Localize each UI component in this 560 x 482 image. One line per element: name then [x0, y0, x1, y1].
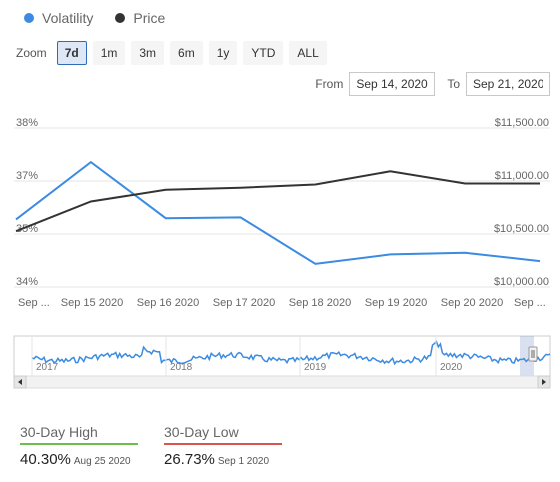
zoom-all-button[interactable]: ALL [289, 41, 327, 65]
main-chart: 38% 37% 35% 34% $11,500.00 $11,000.00 $10,500… [13, 117, 551, 389]
gridlines [14, 127, 550, 288]
chart-legend: Volatility Price [24, 10, 165, 26]
stat-30-day-low: 30-Day Low 26.73% Sep 1 2020 [164, 424, 282, 468]
x-tick-label: Sep ... [514, 297, 546, 309]
series-line-price [15, 170, 540, 233]
zoom-ytd-button[interactable]: YTD [243, 41, 284, 65]
x-tick-label: Sep 19 2020 [365, 297, 427, 309]
navigator[interactable]: 2017 2018 2019 2020 [13, 335, 551, 389]
left-y-axis: 38% 37% 35% 34% [16, 117, 38, 288]
x-tick-label: Sep ... [18, 297, 50, 309]
right-y-axis: $11,500.00 $11,000.00 $10,500.00 $10,000.00 [494, 117, 549, 288]
navigator-selection[interactable] [520, 336, 534, 376]
y-left-tick-label: 38% [16, 117, 38, 129]
stat-low-value-row: 26.73% Sep 1 2020 [164, 451, 282, 468]
stat-high-value: 40.30% [20, 451, 71, 468]
navigator-handle[interactable] [528, 346, 538, 362]
stat-high-label: 30-Day High [20, 424, 138, 445]
navigator-year-label: 2018 [170, 362, 193, 373]
x-axis: Sep ... Sep 15 2020 Sep 16 2020 Sep 17 2020… [18, 297, 546, 309]
x-tick-label: Sep 18 2020 [289, 297, 351, 309]
stat-low-date: Sep 1 2020 [217, 456, 270, 467]
navigator-year-label: 2017 [36, 362, 59, 373]
series-lines [15, 160, 541, 265]
stat-high-value-row: 40.30% Aug 25 2020 [20, 451, 138, 468]
y-right-tick-label: $10,000.00 [494, 276, 549, 288]
to-date-input[interactable] [466, 72, 550, 96]
legend-label-volatility: Volatility [42, 10, 94, 26]
y-left-tick-label: 37% [16, 170, 38, 182]
stat-30-day-high: 30-Day High 40.30% Aug 25 2020 [20, 424, 138, 468]
navigator-year-label: 2019 [304, 362, 327, 373]
zoom-1y-button[interactable]: 1y [208, 41, 238, 65]
legend-marker-volatility [24, 13, 34, 23]
zoom-7d-button[interactable]: 7d [56, 41, 87, 65]
zoom-3m-button[interactable]: 3m [131, 41, 165, 65]
scroll-left-arrow-icon [18, 379, 22, 385]
x-tick-label: Sep 15 2020 [61, 297, 123, 309]
date-range: From To [315, 72, 550, 96]
zoom-label: Zoom [16, 46, 47, 60]
stat-low-label: 30-Day Low [164, 424, 282, 445]
y-left-tick-label: 34% [16, 276, 38, 288]
from-label: From [315, 77, 344, 91]
x-tick-label: Sep 16 2020 [137, 297, 199, 309]
stat-low-value: 26.73% [164, 451, 215, 468]
zoom-1m-button[interactable]: 1m [92, 41, 126, 65]
from-date-input[interactable] [349, 72, 436, 96]
legend-marker-price [115, 13, 126, 23]
y-right-tick-label: $10,500.00 [494, 223, 549, 235]
navigator-series [31, 340, 551, 366]
navigator-labels: 2017 2018 2019 2020 [31, 336, 463, 376]
navigator-year-label: 2020 [440, 362, 463, 373]
x-tick-label: Sep 20 2020 [441, 297, 503, 309]
scrollbar-track[interactable] [13, 375, 551, 389]
to-label: To [447, 77, 460, 91]
legend-item-price[interactable]: Price [115, 10, 165, 26]
x-tick-label: Sep 17 2020 [213, 297, 275, 309]
legend-item-volatility[interactable]: Volatility [24, 10, 93, 26]
y-right-tick-label: $11,500.00 [495, 117, 549, 129]
series-line-volatility [15, 160, 541, 265]
stat-high-date: Aug 25 2020 [73, 456, 131, 467]
y-right-tick-label: $11,000.00 [495, 170, 549, 182]
y-left-tick-label: 35% [16, 223, 38, 235]
zoom-6m-button[interactable]: 6m [170, 41, 203, 65]
legend-label-price: Price [133, 10, 166, 26]
zoom-selector: Zoom 7d 1m 3m 6m 1y YTD ALL [16, 41, 327, 65]
scroll-right-arrow-icon [542, 379, 546, 385]
